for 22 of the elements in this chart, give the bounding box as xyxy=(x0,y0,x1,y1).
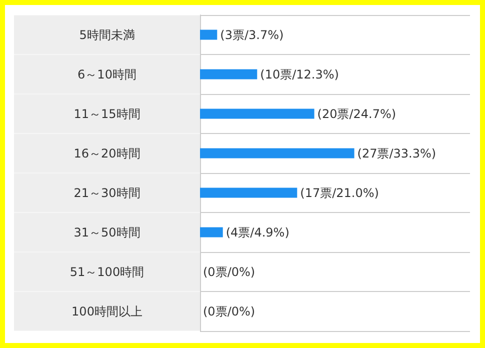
bar xyxy=(200,227,223,238)
data-label: (4票/4.9%) xyxy=(226,225,290,240)
bar xyxy=(200,148,354,158)
y-tick-label: 31～50時間 xyxy=(74,225,140,240)
bar xyxy=(200,188,298,198)
data-label: (27票/33.3%) xyxy=(357,146,436,160)
data-label: (3票/3.7%) xyxy=(220,28,284,42)
data-label: (20票/24.7%) xyxy=(317,106,396,121)
y-tick-label: 21～30時間 xyxy=(74,186,140,200)
bar xyxy=(200,108,314,119)
y-tick-label: 100時間以上 xyxy=(72,304,142,318)
data-label: (0票/0%) xyxy=(203,264,256,279)
y-tick-label: 51～100時間 xyxy=(70,264,144,279)
data-label: (17票/21.0%) xyxy=(300,186,379,200)
y-tick-label: 16～20時間 xyxy=(74,146,140,160)
data-label: (10票/12.3%) xyxy=(260,67,339,82)
y-tick-label: 5時間未満 xyxy=(79,28,135,42)
bar xyxy=(200,69,258,80)
y-tick-label: 11～15時間 xyxy=(74,106,140,121)
data-label: (0票/0%) xyxy=(203,304,256,318)
y-tick-label: 6～10時間 xyxy=(78,67,136,82)
bar xyxy=(200,30,218,40)
